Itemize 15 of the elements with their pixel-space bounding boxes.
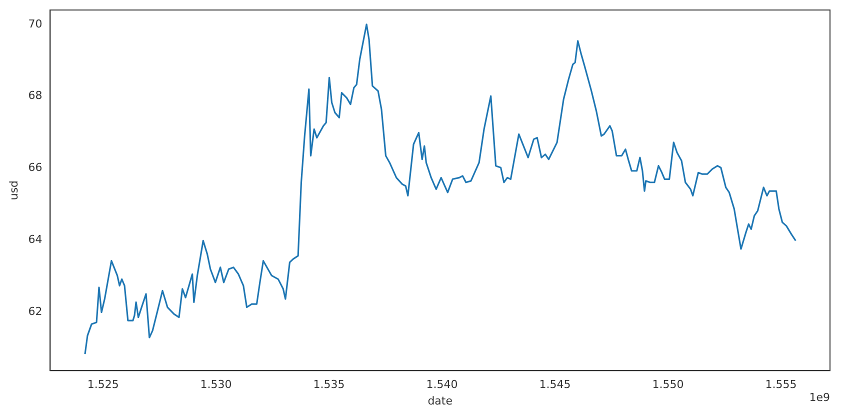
x-tick-label: 1.555 [765,378,797,392]
y-tick-label: 66 [28,161,42,174]
y-tick-label: 62 [28,305,42,318]
x-tick-label: 1.535 [313,378,345,392]
y-tick-label: 68 [28,89,42,102]
y-axis-title: usd [7,180,20,200]
y-tick-label: 70 [28,17,42,30]
x-tick-label: 1.545 [539,378,571,392]
y-tick-label: 64 [28,233,42,246]
text: 1e9 [809,390,830,404]
x-tick-label: 1.530 [200,378,232,392]
x-tick-label: 1.540 [426,378,458,392]
x-axis-title: date [428,394,453,408]
x-tick-label: 1.550 [652,378,684,392]
x-tick-label: 1.525 [87,378,119,392]
